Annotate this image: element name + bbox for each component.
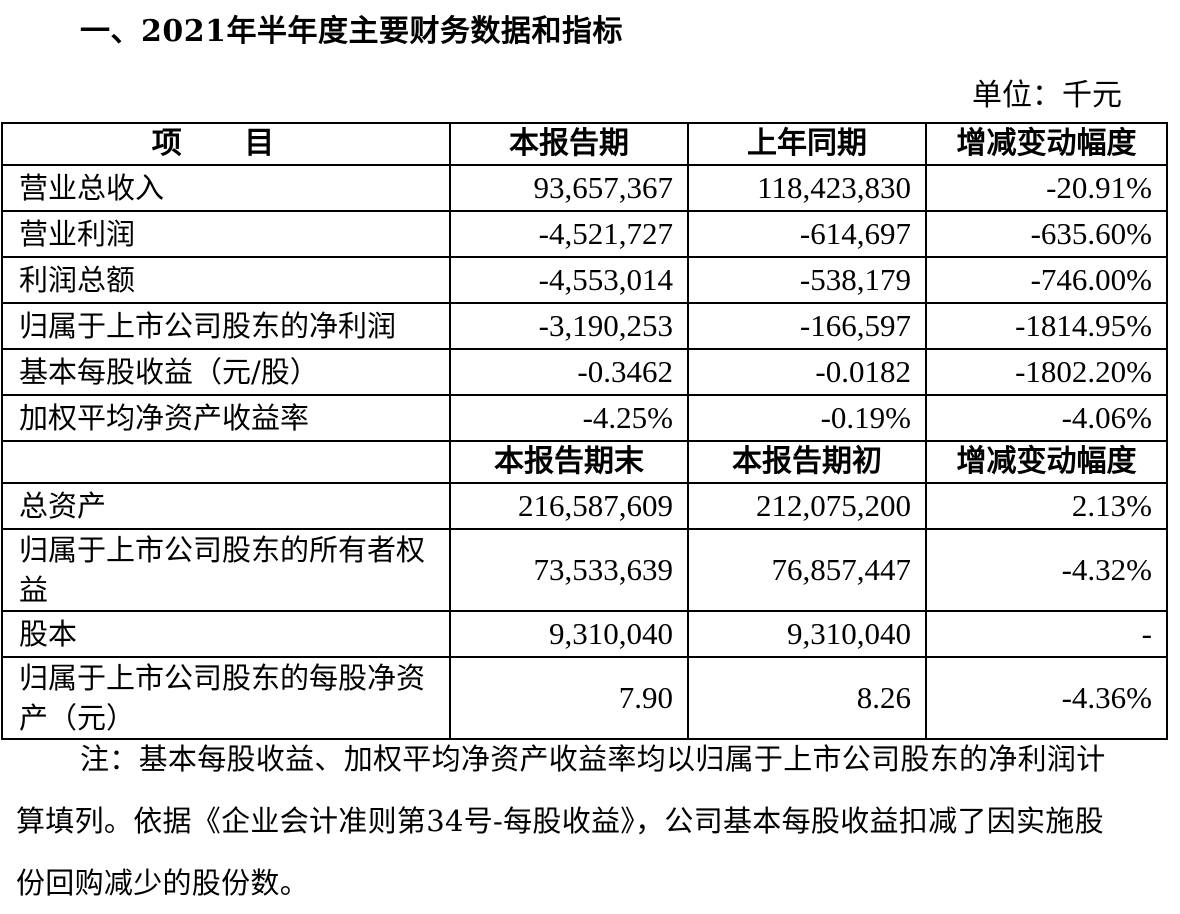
row-label: 营业利润 (1, 210, 451, 258)
table-header-row: 项 目 本报告期 上年同期 增减变动幅度 (1, 122, 1168, 166)
row-label: 加权平均净资产收益率 (1, 394, 451, 442)
cell-current: -4,521,727 (449, 210, 689, 258)
financial-data-table: 项 目 本报告期 上年同期 增减变动幅度 营业总收入 93,657,367 11… (1, 122, 1168, 740)
cell-change: -20.91% (925, 164, 1168, 212)
subheader-period-start: 本报告期初 (687, 440, 927, 484)
cell-prior: -614,697 (687, 210, 927, 258)
header-change: 增减变动幅度 (925, 122, 1168, 166)
cell-prior: 118,423,830 (687, 164, 927, 212)
cell-change: -4.36% (925, 656, 1168, 740)
cell-prior: -538,179 (687, 256, 927, 304)
row-label: 营业总收入 (1, 164, 451, 212)
row-label: 归属于上市公司股东的净利润 (1, 302, 451, 350)
row-label: 利润总额 (1, 256, 451, 304)
cell-current: -0.3462 (449, 348, 689, 396)
cell-current: -4,553,014 (449, 256, 689, 304)
cell-prior: 76,857,447 (687, 528, 927, 612)
subheader-period-end: 本报告期末 (449, 440, 689, 484)
cell-change: -1802.20% (925, 348, 1168, 396)
cell-current: 7.90 (449, 656, 689, 740)
unit-label: 单位：千元 (972, 78, 1122, 113)
cell-change: -1814.95% (925, 302, 1168, 350)
cell-prior: -0.0182 (687, 348, 927, 396)
table-row: 利润总额 -4,553,014 -538,179 -746.00% (1, 256, 1168, 304)
cell-change: - (925, 610, 1168, 658)
table-row: 营业利润 -4,521,727 -614,697 -635.60% (1, 210, 1168, 258)
table-row: 营业总收入 93,657,367 118,423,830 -20.91% (1, 164, 1168, 212)
cell-current: 93,657,367 (449, 164, 689, 212)
cell-current: -4.25% (449, 394, 689, 442)
table-row: 股本 9,310,040 9,310,040 - (1, 610, 1168, 658)
cell-prior: -166,597 (687, 302, 927, 350)
row-label: 归属于上市公司股东的每股净资产（元） (1, 656, 451, 740)
section-title: 一、2021年半年度主要财务数据和指标 (80, 14, 623, 49)
cell-prior: -0.19% (687, 394, 927, 442)
table-row: 归属于上市公司股东的每股净资产（元） 7.90 8.26 -4.36% (1, 656, 1168, 740)
row-label: 归属于上市公司股东的所有者权益 (1, 528, 451, 612)
cell-current: 73,533,639 (449, 528, 689, 612)
row-label: 总资产 (1, 482, 451, 530)
table-row: 基本每股收益（元/股） -0.3462 -0.0182 -1802.20% (1, 348, 1168, 396)
cell-change: 2.13% (925, 482, 1168, 530)
table-row: 归属于上市公司股东的净利润 -3,190,253 -166,597 -1814.… (1, 302, 1168, 350)
cell-change: -635.60% (925, 210, 1168, 258)
footnote: 注：基本每股收益、加权平均净资产收益率均以归属于上市公司股东的净利润计算填列。依… (16, 742, 1106, 900)
header-prior-period: 上年同期 (687, 122, 927, 166)
subheader-item (1, 440, 451, 484)
header-item: 项 目 (1, 122, 451, 166)
table-row: 归属于上市公司股东的所有者权益 73,533,639 76,857,447 -4… (1, 528, 1168, 612)
row-label: 股本 (1, 610, 451, 658)
cell-prior: 8.26 (687, 656, 927, 740)
header-current-period: 本报告期 (449, 122, 689, 166)
cell-change: -4.32% (925, 528, 1168, 612)
table-subheader-row: 本报告期末 本报告期初 增减变动幅度 (1, 440, 1168, 484)
cell-prior: 9,310,040 (687, 610, 927, 658)
cell-current: 9,310,040 (449, 610, 689, 658)
cell-current: 216,587,609 (449, 482, 689, 530)
cell-change: -4.06% (925, 394, 1168, 442)
cell-prior: 212,075,200 (687, 482, 927, 530)
table-row: 总资产 216,587,609 212,075,200 2.13% (1, 482, 1168, 530)
cell-change: -746.00% (925, 256, 1168, 304)
subheader-change: 增减变动幅度 (925, 440, 1168, 484)
row-label: 基本每股收益（元/股） (1, 348, 451, 396)
table-row: 加权平均净资产收益率 -4.25% -0.19% -4.06% (1, 394, 1168, 442)
cell-current: -3,190,253 (449, 302, 689, 350)
